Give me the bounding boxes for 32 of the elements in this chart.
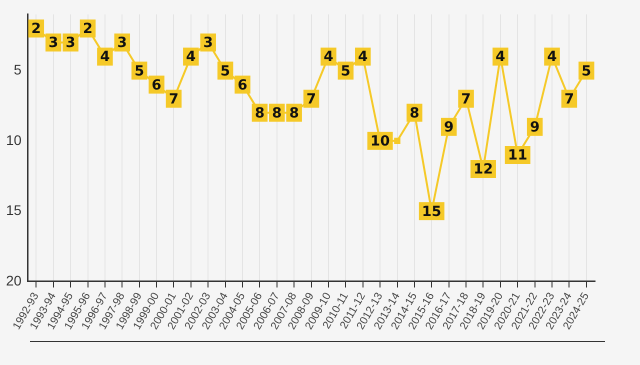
data-label: 2 [31,21,42,38]
data-label: 4 [358,49,368,66]
data-label: 4 [496,49,506,66]
data-label: 5 [134,63,144,80]
data-label: 7 [461,91,471,108]
data-label: 5 [582,63,592,80]
data-label: 5 [340,63,351,80]
data-label: 9 [530,119,540,136]
y-tick-label: 10 [6,132,22,148]
data-label: 7 [564,91,574,108]
data-label: 4 [100,49,110,66]
data-label: 9 [444,119,454,136]
data-label: 6 [238,77,248,94]
data-label: 8 [272,105,282,122]
data-label: 4 [186,49,196,66]
data-label: 3 [117,35,128,52]
y-tick-label: 20 [6,272,22,288]
data-label: 7 [168,91,179,108]
data-label: 3 [66,35,76,52]
data-label: 4 [547,49,558,66]
y-tick-label: 15 [6,202,22,218]
data-label: 8 [410,105,420,122]
data-label: 2 [82,21,93,38]
y-tick-label: 5 [14,61,22,78]
data-label: 4 [324,49,334,66]
data-label: 8 [289,105,299,122]
data-label: 3 [48,35,58,52]
data-label: 6 [152,77,162,94]
data-label: 8 [254,105,265,122]
data-label: 3 [203,35,213,52]
data-label: 7 [306,91,316,108]
data-label: 5 [220,63,230,80]
